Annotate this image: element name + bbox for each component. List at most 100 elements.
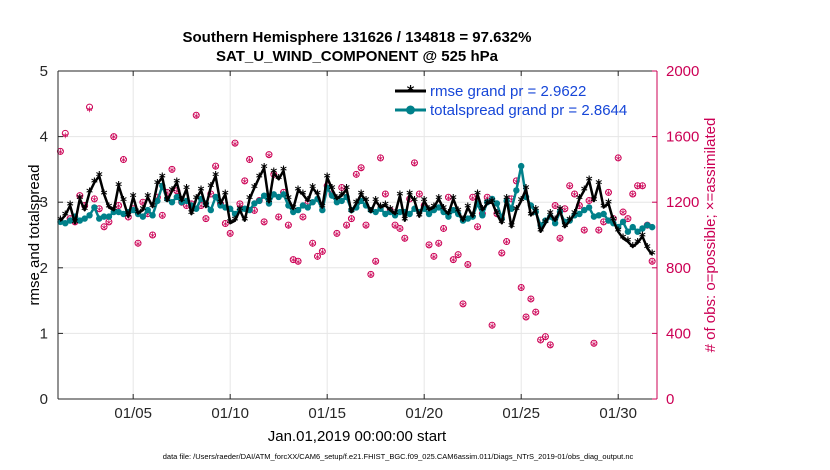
obs-assimilated-point: * — [106, 218, 112, 232]
rmse-point: * — [227, 217, 234, 232]
rmse-point: * — [110, 204, 117, 219]
rmse-line — [59, 166, 654, 256]
obs-assimilated-point: * — [382, 190, 388, 204]
obs-possible-point — [532, 308, 540, 316]
rmse-point: * — [484, 198, 491, 213]
totalspread-point — [105, 213, 113, 220]
totalspread-point — [619, 218, 627, 226]
rmse-point: * — [198, 184, 205, 199]
obs-possible-point — [425, 241, 433, 249]
rmse-point: * — [62, 209, 69, 224]
obs-assimilated-point: * — [576, 201, 582, 215]
rmse-point: * — [183, 183, 190, 198]
legend: * rmse grand pr = 2.9622 totalspread gra… — [395, 82, 627, 119]
rmse-point: * — [600, 201, 607, 216]
rmse-point: * — [571, 208, 578, 223]
y-axis-label: rmse and totalspread — [26, 165, 43, 306]
obs-possible-point — [396, 224, 404, 232]
obs-assimilated-point: * — [300, 213, 306, 227]
obs-possible-point — [580, 226, 588, 234]
obs-assimilated-point: * — [334, 229, 340, 243]
obs-assimilated-point: * — [407, 195, 413, 209]
totalspread-point — [178, 199, 185, 206]
rmse-point: * — [96, 170, 103, 185]
obs-possible-point — [192, 111, 200, 119]
obs-assimilated-point: * — [489, 321, 495, 335]
obs-possible-point — [648, 257, 656, 265]
x-tick-label: 01/25 — [502, 405, 540, 422]
totalspread-point — [154, 197, 161, 205]
totalspread-point — [648, 223, 656, 231]
obs-assimilated-point: * — [562, 204, 568, 218]
obs-possible-point — [634, 182, 642, 190]
obs-assimilated-point: * — [227, 229, 233, 243]
rmse-point: * — [120, 195, 127, 210]
obs-possible-point — [56, 147, 64, 155]
obs-assimilated-point: * — [436, 239, 442, 253]
rmse-point: * — [101, 188, 108, 203]
totalspread-point — [639, 225, 646, 232]
totalspread-point — [168, 199, 176, 206]
rmse-point: * — [280, 165, 287, 180]
obs-possible-point — [638, 182, 646, 190]
obs-possible-point — [309, 239, 317, 247]
totalspread-point — [600, 210, 607, 218]
rmse-point: * — [435, 193, 442, 208]
obs-possible-point — [449, 256, 457, 264]
rmse-point: * — [498, 217, 505, 232]
obs-assimilated-point: * — [538, 336, 544, 350]
obs-possible-point — [284, 221, 292, 229]
totalspread-point — [251, 200, 258, 207]
obs-assimilated-point: * — [581, 226, 587, 240]
obs-possible-point — [541, 333, 549, 341]
obs-possible-point — [571, 190, 579, 198]
obs-possible-point — [275, 213, 283, 221]
obs-possible-point — [546, 341, 554, 349]
obs-assimilated-point: * — [601, 218, 607, 232]
obs-assimilated-point: * — [368, 270, 374, 284]
obs-possible-point — [86, 103, 94, 111]
obs-possible-point — [561, 205, 569, 213]
obs-possible-point — [289, 256, 297, 264]
obs-possible-point — [352, 170, 360, 178]
obs-assimilated-point: * — [198, 201, 204, 215]
totalspread-point — [605, 217, 612, 224]
totalspread-point — [260, 192, 268, 199]
obs-possible-point — [459, 300, 467, 308]
legend-spread-label: totalspread grand pr = 2.8644 — [430, 102, 627, 119]
totalspread-point — [217, 202, 224, 209]
obs-assimilated-point: * — [314, 252, 320, 266]
y-tick-label: 1 — [40, 325, 48, 342]
rmse-point: * — [261, 162, 268, 177]
obs-possible-point — [391, 221, 399, 229]
obs-assimilated-point: * — [62, 131, 68, 145]
obs-possible-point — [343, 221, 351, 229]
obs-assimilated-point: * — [91, 195, 97, 209]
rmse-point: * — [455, 205, 462, 220]
obs-assimilated-point: * — [101, 222, 107, 236]
obs-assimilated-point: * — [242, 177, 248, 191]
rmse-point: * — [372, 195, 379, 210]
obs-assimilated-point: * — [261, 218, 267, 232]
rmse-point: * — [591, 195, 598, 210]
obs-assimilated-point: * — [116, 201, 122, 215]
totalspread-point — [406, 210, 413, 218]
totalspread-point — [450, 206, 457, 214]
totalspread-point — [493, 200, 501, 207]
obs-assimilated-point: * — [135, 239, 141, 253]
obs-possible-point — [624, 215, 632, 223]
obs-assimilated-point: * — [140, 198, 146, 212]
obs-assimilated-point: * — [620, 208, 626, 222]
rmse-point: * — [207, 181, 214, 196]
rmse-point: * — [595, 178, 602, 193]
obs-assimilated-point: * — [237, 199, 243, 213]
obs-possible-point — [410, 159, 418, 167]
rmse-point: * — [615, 226, 622, 241]
obs-assimilated-point: * — [348, 214, 354, 228]
obs-assimilated-point: * — [557, 234, 563, 248]
obs-possible-point — [119, 156, 127, 164]
rmse-point: * — [139, 204, 146, 219]
obs-assimilated-point: * — [96, 204, 102, 218]
rmse-point: * — [474, 188, 481, 203]
obs-possible-point — [221, 220, 229, 228]
